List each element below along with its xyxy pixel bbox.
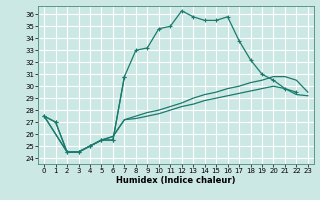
X-axis label: Humidex (Indice chaleur): Humidex (Indice chaleur) [116,176,236,185]
